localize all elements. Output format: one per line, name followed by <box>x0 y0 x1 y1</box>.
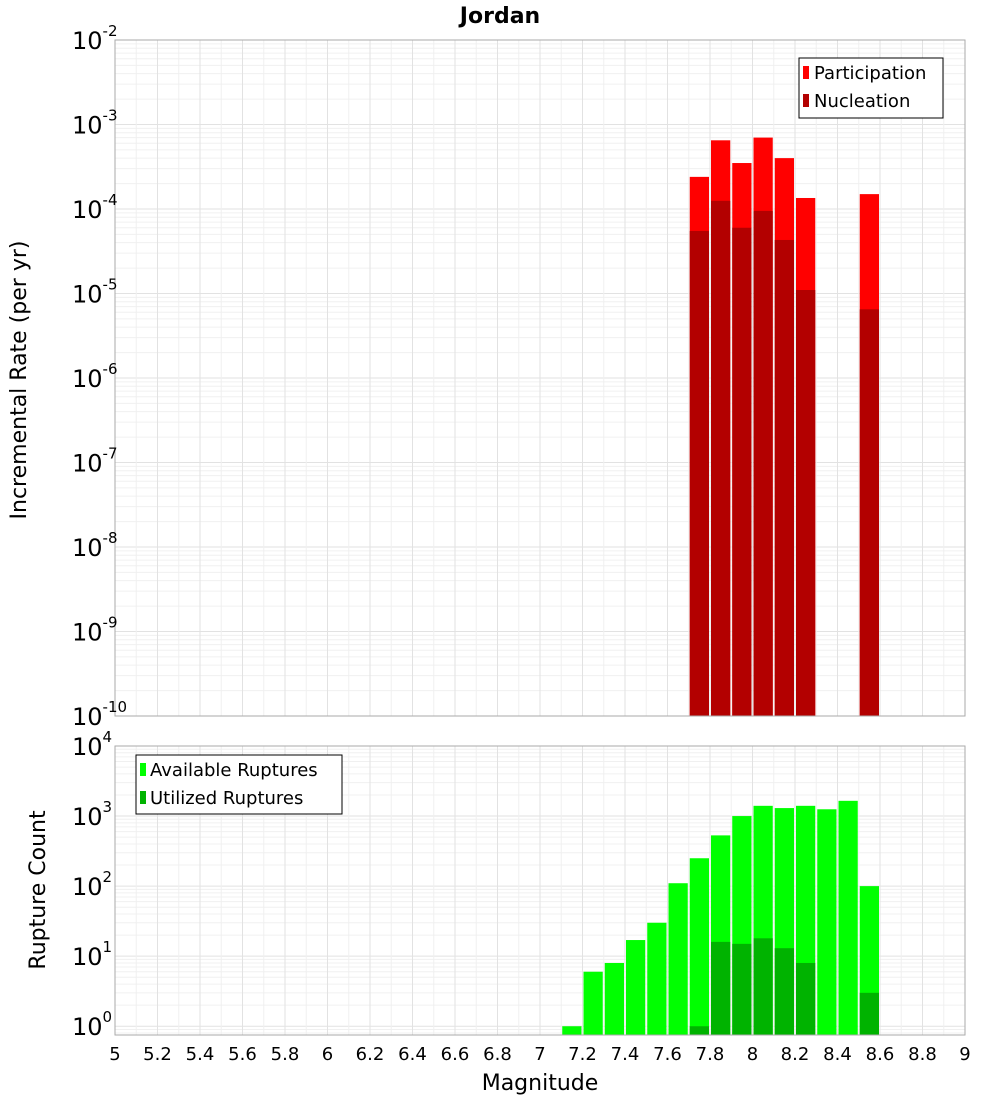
bar-available-ruptures <box>562 1026 582 1035</box>
y-tick-label: 10-3 <box>72 107 118 140</box>
x-tick-label: 8.2 <box>781 1044 810 1065</box>
y-tick-label: 10-10 <box>72 698 127 731</box>
legend-swatch-participation <box>803 66 809 79</box>
rate-panel: 10-10 10-9 10-8 10-7 10-6 10-5 10-4 10-3 10-2 Jo… <box>7 4 966 731</box>
count-legend: Available Ruptures Utilized Ruptures <box>135 754 343 815</box>
count-y-ticks: 100 101 102 103 104 <box>72 728 112 1041</box>
bar-nucleation <box>689 230 709 717</box>
x-tick-label: 7.4 <box>611 1044 640 1065</box>
y-tick-label: 10-6 <box>72 360 118 393</box>
count-legend-box <box>135 754 343 815</box>
y-tick-label: 103 <box>72 798 112 831</box>
bar-utilized-ruptures <box>796 962 816 1035</box>
rate-bars <box>689 137 879 717</box>
x-tick-label: 5.2 <box>143 1044 172 1065</box>
count-y-axis-label: Rupture Count <box>26 810 51 970</box>
y-tick-label: 101 <box>72 938 112 971</box>
x-tick-label: 6 <box>322 1044 333 1065</box>
magnitude-x-ticks: 5 5.2 5.4 5.6 5.8 6 6.2 6.4 6.6 6.8 7 7.2 7.4 7.6 7.8 8… <box>109 1044 970 1065</box>
bar-nucleation <box>859 309 879 716</box>
x-tick-label: 6.6 <box>441 1044 470 1065</box>
rate-y-axis-label: Incremental Rate (per yr) <box>7 241 32 520</box>
bar-available-ruptures <box>604 962 624 1035</box>
rate-legend: Participation Nucleation <box>798 57 944 119</box>
bar-utilized-ruptures <box>774 948 794 1035</box>
bar-nucleation <box>774 239 794 716</box>
rate-grid <box>114 39 966 717</box>
bar-available-ruptures <box>583 971 603 1035</box>
x-tick-label: 6.2 <box>356 1044 385 1065</box>
bar-nucleation <box>711 200 731 717</box>
bar-available-ruptures <box>647 922 667 1035</box>
bar-nucleation <box>732 227 752 716</box>
bar-nucleation <box>753 210 773 716</box>
x-tick-label: 6.8 <box>483 1044 512 1065</box>
legend-swatch-available-ruptures <box>140 763 146 776</box>
x-tick-label: 8.8 <box>908 1044 937 1065</box>
legend-swatch-utilized-ruptures <box>140 791 146 804</box>
rate-y-ticks: 10-10 10-9 10-8 10-7 10-6 10-5 10-4 10-3 10-2 <box>72 22 127 731</box>
x-tick-label: 8.6 <box>866 1044 895 1065</box>
x-tick-label: 7.2 <box>568 1044 597 1065</box>
x-tick-label: 5.8 <box>271 1044 300 1065</box>
bar-utilized-ruptures <box>753 938 773 1035</box>
bar-utilized-ruptures <box>732 943 752 1035</box>
x-tick-label: 8 <box>747 1044 758 1065</box>
bar-available-ruptures <box>626 940 646 1035</box>
x-tick-label: 6.4 <box>398 1044 427 1065</box>
y-tick-label: 100 <box>72 1008 112 1041</box>
count-plot-frame <box>114 745 966 1036</box>
y-tick-label: 10-2 <box>72 22 118 55</box>
x-tick-label: 9 <box>959 1044 970 1065</box>
x-axis-label: Magnitude <box>482 1071 599 1096</box>
x-tick-label: 5 <box>109 1044 120 1065</box>
legend-swatch-nucleation <box>803 94 809 107</box>
bar-available-ruptures <box>668 883 688 1035</box>
legend-label-available-ruptures: Available Ruptures <box>150 760 318 781</box>
bar-nucleation <box>796 290 816 716</box>
bar-utilized-ruptures <box>689 1026 709 1035</box>
rate-plot-frame <box>114 39 966 717</box>
legend-label-utilized-ruptures: Utilized Ruptures <box>150 788 303 809</box>
y-tick-label: 10-4 <box>72 191 118 224</box>
bar-utilized-ruptures <box>711 941 731 1035</box>
y-tick-label: 10-5 <box>72 276 118 309</box>
y-tick-label: 10-8 <box>72 529 118 562</box>
y-tick-label: 10-9 <box>72 614 118 647</box>
y-tick-label: 10-7 <box>72 445 118 478</box>
x-tick-label: 7 <box>534 1044 545 1065</box>
legend-label-participation: Participation <box>814 63 926 84</box>
bar-utilized-ruptures <box>859 992 879 1035</box>
y-tick-label: 104 <box>72 728 112 761</box>
count-bars <box>562 800 879 1035</box>
x-tick-label: 8.4 <box>823 1044 852 1065</box>
rate-legend-box <box>798 57 944 119</box>
legend-label-nucleation: Nucleation <box>814 91 910 112</box>
x-tick-label: 7.8 <box>696 1044 725 1065</box>
x-tick-label: 5.6 <box>228 1044 257 1065</box>
bar-available-ruptures <box>838 800 858 1035</box>
x-tick-label: 7.6 <box>653 1044 682 1065</box>
bar-available-ruptures <box>817 809 837 1035</box>
x-tick-label: 5.4 <box>186 1044 215 1065</box>
bar-available-ruptures <box>689 858 709 1035</box>
chart-title: Jordan <box>458 4 540 29</box>
y-tick-label: 102 <box>72 868 112 901</box>
count-panel: 100 101 102 103 104 5 5.2 5.4 5.6 5.8 6 6.2 6.4 6.6 6… <box>26 728 971 1096</box>
